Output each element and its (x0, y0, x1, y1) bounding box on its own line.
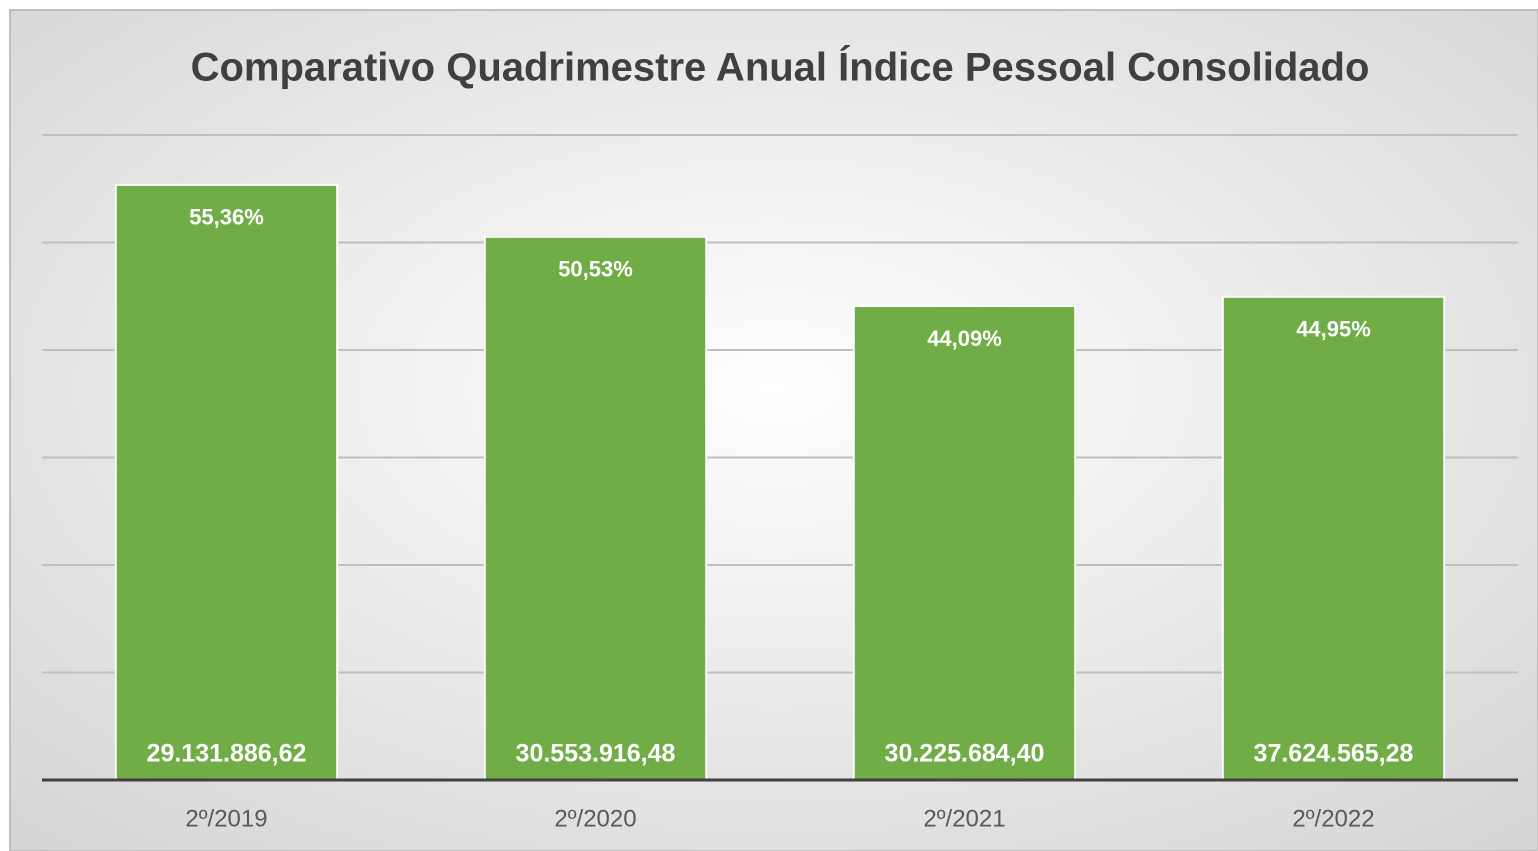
x-tick-label: 2º/2021 (923, 805, 1005, 832)
x-tick-label: 2º/2019 (185, 805, 267, 832)
bar (1221, 295, 1446, 781)
bar (483, 235, 708, 782)
x-tick-label: 2º/2022 (1292, 805, 1374, 832)
data-label: 50,53% (558, 257, 633, 282)
bar (114, 183, 339, 781)
amount-label: 30.225.684,40 (885, 740, 1045, 768)
bar (852, 305, 1077, 781)
data-label: 44,95% (1296, 317, 1371, 342)
chart-title: Comparativo Quadrimestre Anual Índice Pe… (191, 45, 1370, 90)
data-label: 55,36% (189, 205, 264, 230)
x-tick-label: 2º/2020 (554, 805, 636, 832)
data-label: 44,09% (927, 326, 1002, 351)
amount-label: 37.624.565,28 (1254, 740, 1414, 768)
amount-label: 29.131.886,62 (147, 740, 307, 768)
amount-label: 30.553.916,48 (516, 740, 676, 768)
